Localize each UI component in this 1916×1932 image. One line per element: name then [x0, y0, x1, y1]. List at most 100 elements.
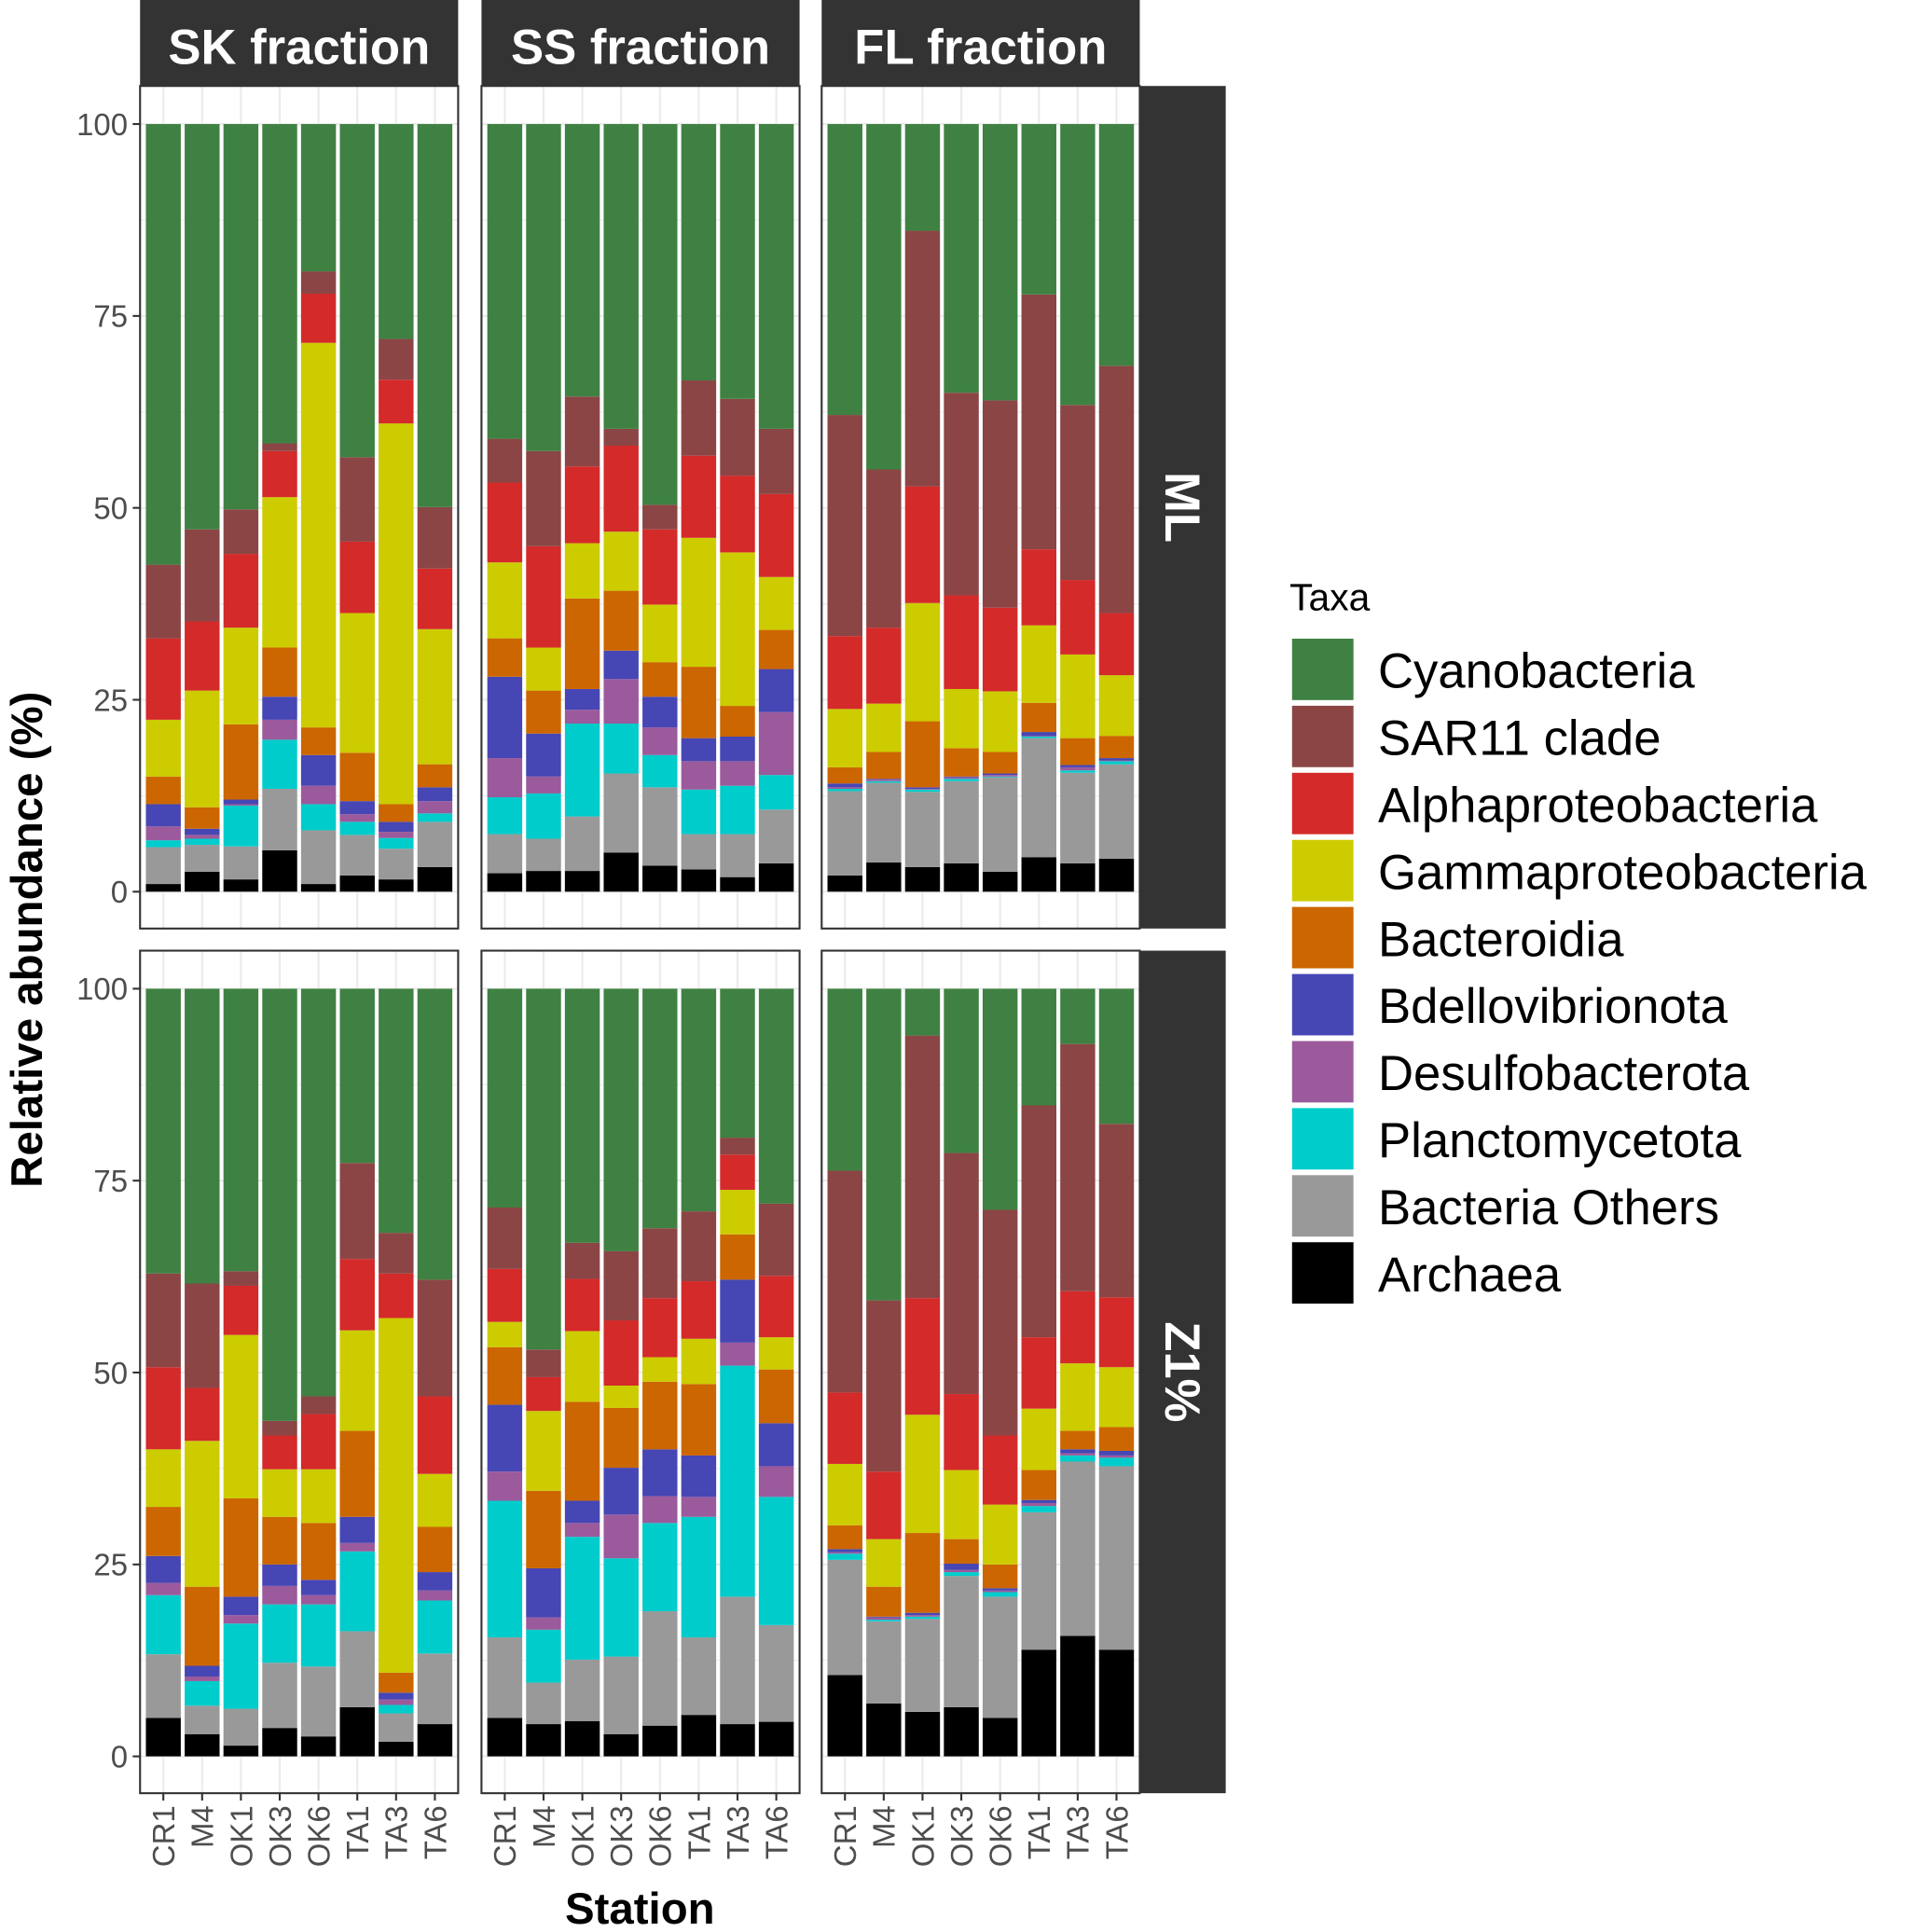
facet-strip-label: SS fraction — [511, 20, 770, 75]
bar-segment-gammaproteobacteria — [603, 531, 639, 591]
bar-segment-planctomycetota — [827, 788, 862, 792]
bar-segment-cyanobacteria — [145, 124, 181, 565]
bar-segment-gammaproteobacteria — [1098, 675, 1135, 737]
bar-segment-sar11-clade — [417, 506, 453, 569]
bar-segment-cyanobacteria — [379, 988, 414, 1234]
bar-segment-gammaproteobacteria — [417, 628, 453, 765]
bar-segment-bacteria-others — [145, 847, 181, 885]
y-axis-title: Relative abundance (%) — [3, 692, 52, 1188]
bar-segment-archaea — [223, 1746, 259, 1757]
bar-segment-desulfobacterota — [1098, 760, 1135, 762]
bar-segment-cyanobacteria — [262, 124, 297, 444]
bar-segment-planctomycetota — [642, 1523, 678, 1612]
legend-title: Taxa — [1289, 576, 1371, 619]
bar-segment-sar11-clade — [379, 338, 414, 380]
legend-label: SAR11 clade — [1378, 711, 1661, 766]
bar-segment-bdellovibrionota — [1060, 765, 1096, 767]
x-tick-label: TA3 — [721, 1805, 755, 1859]
facet-strip-label: ML — [1154, 472, 1209, 543]
bar-segment-bdellovibrionota — [642, 697, 678, 728]
bar-segment-sar11-clade — [223, 509, 259, 555]
bar-segment-bdellovibrionota — [1060, 1449, 1096, 1454]
bar-segment-alphaproteobacteria — [1021, 1337, 1056, 1409]
bar-segment-desulfobacterota — [185, 835, 220, 839]
legend-label: Planctomycetota — [1378, 1113, 1742, 1168]
bar-segment-bacteria-others — [487, 1637, 523, 1718]
legend-key — [1291, 638, 1354, 700]
bar-segment-sar11-clade — [982, 1209, 1018, 1436]
bar-segment-archaea — [379, 879, 414, 892]
bar-segment-cyanobacteria — [417, 988, 453, 1280]
bar-segment-sar11-clade — [300, 1396, 337, 1414]
bar-segment-bacteroidia — [681, 667, 717, 738]
y-tick-label: 25 — [93, 683, 128, 717]
bar-segment-sar11-clade — [827, 415, 862, 637]
bar-segment-planctomycetota — [720, 785, 755, 835]
bar-segment-sar11-clade — [487, 1208, 523, 1269]
bar-segment-sar11-clade — [642, 504, 678, 530]
bar-segment-archaea — [866, 862, 902, 892]
bar-segment-bacteroidia — [603, 1407, 639, 1469]
bar-segment-planctomycetota — [379, 837, 414, 849]
bar-segment-bdellovibrionota — [379, 821, 414, 833]
bar-segment-sar11-clade — [379, 1233, 414, 1274]
bar-segment-bacteria-others — [982, 777, 1018, 872]
bar-segment-cyanobacteria — [904, 988, 941, 1036]
bar-segment-desulfobacterota — [417, 1590, 453, 1601]
bar-segment-bacteroidia — [262, 1516, 297, 1565]
bar-segment-planctomycetota — [564, 1537, 600, 1660]
bar-segment-cyanobacteria — [1021, 988, 1056, 1106]
bar-segment-planctomycetota — [982, 776, 1018, 778]
bar-segment-bacteroidia — [1060, 1430, 1096, 1450]
bar-segment-sar11-clade — [526, 450, 561, 546]
bar-segment-desulfobacterota — [758, 711, 794, 776]
x-tick-label: TA3 — [379, 1805, 414, 1859]
bar-segment-bacteroidia — [827, 1525, 862, 1550]
bar-segment-bacteroidia — [944, 748, 979, 777]
bar-segment-cyanobacteria — [866, 124, 902, 470]
bar-segment-sar11-clade — [145, 1273, 181, 1368]
x-tick-label: OK3 — [263, 1805, 297, 1867]
bar-segment-archaea — [223, 879, 259, 892]
bar-segment-cyanobacteria — [526, 124, 561, 451]
bar-segment-bdellovibrionota — [720, 737, 755, 762]
bar-segment-bacteria-others — [223, 846, 259, 880]
bar-segment-archaea — [487, 1718, 523, 1757]
bar-segment-cyanobacteria — [262, 988, 297, 1421]
bar-segment-bacteria-others — [417, 821, 453, 867]
bar-segment-planctomycetota — [417, 1600, 453, 1654]
facet-panels: SK fraction SS fraction FL fraction ML Z1% 0 2… — [76, 0, 1226, 1867]
bar-segment-archaea — [642, 865, 678, 892]
x-tick-label: CR1 — [488, 1805, 522, 1867]
bar-segment-desulfobacterota — [944, 777, 979, 780]
bar-segment-archaea — [827, 876, 862, 892]
bar-segment-desulfobacterota — [904, 1615, 941, 1617]
bar-segment-desulfobacterota — [262, 719, 297, 740]
bar-segment-bacteroidia — [145, 1507, 181, 1556]
bar-segment-planctomycetota — [866, 780, 902, 783]
bar-segment-gammaproteobacteria — [339, 1330, 375, 1431]
y-tick-label: 100 — [76, 972, 128, 1006]
bar-segment-archaea — [262, 1728, 297, 1757]
bar-segment-alphaproteobacteria — [982, 1435, 1018, 1505]
bar-segment-cyanobacteria — [1021, 124, 1056, 295]
bar-segment-archaea — [417, 1724, 453, 1757]
bar-segment-bacteroidia — [223, 1498, 259, 1597]
x-tick-label: TA1 — [1022, 1805, 1056, 1859]
bar-segment-gammaproteobacteria — [681, 537, 717, 668]
bar-segment-bdellovibrionota — [300, 754, 337, 786]
bar-segment-bacteroidia — [339, 752, 375, 802]
bar-segment-archaea — [145, 884, 181, 892]
bar-segment-cyanobacteria — [223, 988, 259, 1272]
bar-segment-bdellovibrionota — [300, 1580, 337, 1595]
panel-border — [820, 85, 1141, 930]
legend-key — [1291, 1242, 1354, 1304]
bar-segment-planctomycetota — [1021, 1506, 1056, 1512]
bar-segment-alphaproteobacteria — [866, 628, 902, 704]
bar-segment-bacteria-others — [417, 1653, 453, 1725]
legend-label: Bdellovibrionota — [1378, 979, 1729, 1034]
bar-segment-bdellovibrionota — [827, 1549, 862, 1552]
bar-segment-alphaproteobacteria — [720, 476, 755, 553]
bar-segment-planctomycetota — [982, 1592, 1018, 1597]
bar-segment-bdellovibrionota — [982, 1588, 1018, 1591]
